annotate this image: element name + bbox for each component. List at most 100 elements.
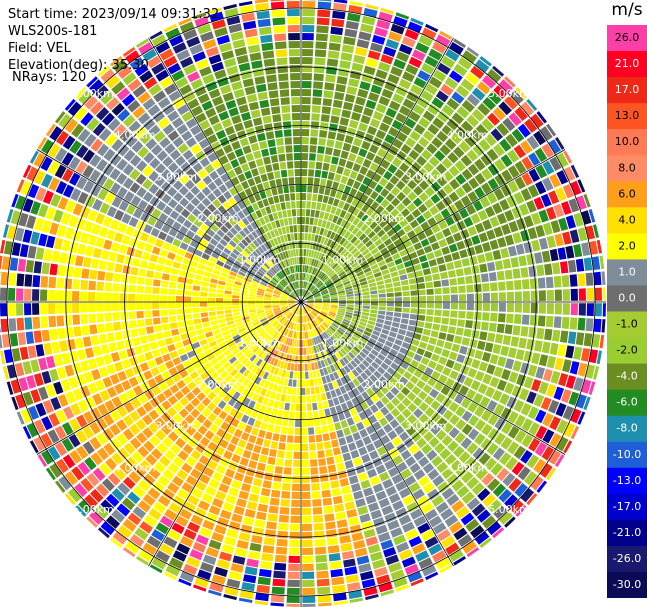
radar-gate — [477, 253, 486, 264]
radar-gate — [450, 294, 458, 302]
radar-gate — [554, 289, 562, 301]
radar-gate — [271, 489, 281, 498]
radar-gate — [114, 383, 125, 395]
radar-gate — [191, 105, 203, 117]
radar-gate — [194, 576, 209, 588]
radar-gate — [65, 265, 74, 277]
radar-gate — [520, 362, 530, 375]
radar-gate — [507, 425, 520, 439]
radar-gate — [205, 486, 217, 497]
radar-gate — [337, 350, 345, 358]
radar-gate — [354, 302, 362, 305]
radar-gate — [426, 309, 434, 316]
radar-gate — [121, 93, 136, 107]
radar-gate — [347, 326, 356, 333]
radar-gate — [290, 305, 297, 311]
radar-gate — [269, 448, 277, 457]
radar-gate — [353, 137, 363, 147]
radar-gate — [472, 144, 485, 157]
range-label: 3.00km — [405, 170, 447, 183]
radar-gate — [218, 255, 227, 263]
radar-gate — [370, 384, 379, 393]
radar-gate — [315, 33, 328, 42]
radar-gate — [536, 480, 547, 493]
radar-gate — [208, 88, 221, 99]
radar-gate — [370, 334, 379, 341]
radar-gate — [234, 122, 244, 132]
radar-gate — [109, 438, 122, 451]
radar-gate — [228, 107, 239, 117]
radar-gate — [290, 507, 301, 515]
radar-gate — [148, 170, 160, 182]
radar-gate — [383, 423, 393, 434]
radar-gate — [122, 163, 135, 176]
radar-gate — [308, 435, 316, 443]
radar-gate — [262, 115, 272, 124]
radar-gate — [311, 338, 315, 346]
radar-gate — [33, 170, 46, 185]
radar-gate — [128, 471, 141, 484]
radar-gate — [449, 549, 464, 562]
radar-gate — [229, 327, 237, 333]
radar-gate — [200, 31, 214, 42]
radar-gate — [256, 297, 264, 300]
radar-gate — [302, 65, 313, 73]
radar-gate — [298, 281, 301, 289]
radar-gate — [164, 83, 178, 96]
radar-gate — [98, 226, 109, 238]
radar-gate — [399, 249, 408, 257]
radar-gate — [163, 536, 178, 549]
radar-gate — [43, 248, 53, 262]
radar-gate — [410, 290, 418, 296]
radar-gate — [190, 78, 204, 90]
radar-gate — [223, 334, 232, 341]
radar-gate — [172, 42, 187, 54]
radar-gate — [147, 235, 157, 245]
radar-gate — [361, 248, 370, 256]
radar-gate — [405, 456, 417, 467]
radar-gate — [594, 287, 602, 301]
radar-gate — [442, 170, 454, 182]
radar-gate — [486, 148, 499, 162]
radar-gate — [320, 236, 326, 244]
radar-gate — [104, 312, 112, 322]
radar-gate — [264, 294, 272, 298]
radar-gate — [143, 152, 155, 164]
radar-gate — [240, 305, 248, 309]
radar-gate — [230, 158, 240, 169]
radar-gate — [237, 155, 247, 165]
radar-gate — [395, 12, 410, 20]
radar-gate — [211, 574, 226, 585]
radar-gate — [315, 554, 328, 563]
radar-gate — [147, 359, 157, 369]
radar-gate — [490, 282, 498, 292]
radar-gate — [577, 179, 586, 193]
radar-gate — [479, 537, 492, 548]
radar-gate — [35, 344, 45, 357]
radar-gate — [256, 292, 264, 296]
radar-gate — [442, 422, 454, 434]
radar-gate — [262, 277, 269, 283]
radar-gate — [494, 173, 506, 187]
radar-gate — [486, 442, 499, 456]
radar-gate — [422, 482, 435, 494]
radar-gate — [421, 62, 435, 75]
radar-gate — [182, 149, 194, 161]
radar-gate — [269, 329, 276, 336]
radar-gate — [434, 150, 446, 162]
radar-gate — [134, 527, 149, 541]
radar-gate — [449, 370, 459, 380]
colorbar-swatch — [607, 181, 647, 208]
radar-gate — [256, 10, 270, 20]
radar-gate — [271, 9, 285, 18]
radar-gate — [265, 261, 272, 268]
radar-gate — [394, 258, 403, 265]
radar-gate — [215, 490, 227, 501]
radar-gate — [272, 481, 282, 490]
colorbar-swatch — [607, 285, 647, 312]
radar-gate — [35, 402, 47, 417]
radar-gate — [255, 385, 263, 395]
radar-gate — [53, 209, 64, 223]
radar-gate — [348, 516, 360, 526]
radar-gate — [155, 41, 170, 54]
